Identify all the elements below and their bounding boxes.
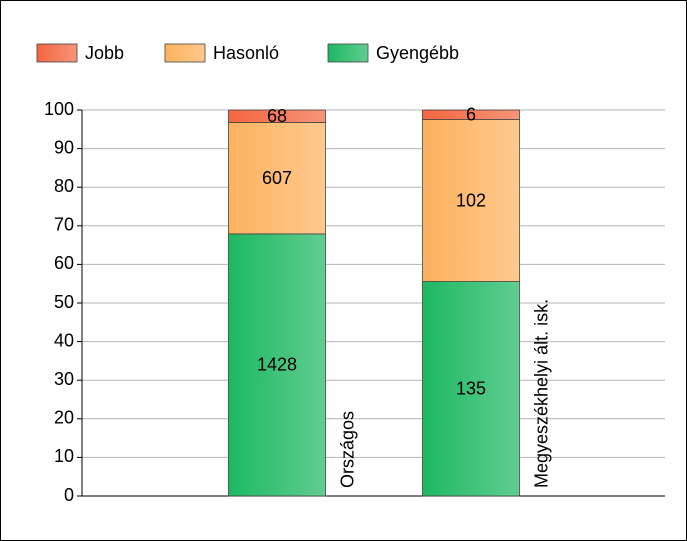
data-label: 6 <box>466 105 476 125</box>
legend-label: Jobb <box>85 43 124 63</box>
y-tick-label: 60 <box>54 253 74 273</box>
y-tick-label: 50 <box>54 292 74 312</box>
bar-segment <box>422 109 520 120</box>
y-tick-label: 10 <box>54 446 74 466</box>
legend-swatch <box>164 43 206 63</box>
y-tick-label: 40 <box>54 330 74 350</box>
y-tick-label: 0 <box>64 485 74 505</box>
category-label: Országos <box>337 411 357 488</box>
legend-label: Hasonló <box>213 43 279 63</box>
legend-swatch <box>327 43 369 63</box>
data-label: 1428 <box>257 355 297 375</box>
y-tick-label: 90 <box>54 137 74 157</box>
legend-swatch <box>36 43 78 63</box>
data-label: 135 <box>456 379 486 399</box>
data-label: 102 <box>456 190 486 210</box>
data-label: 68 <box>267 106 287 126</box>
bar-segment <box>228 233 326 497</box>
data-label: 607 <box>262 168 292 188</box>
bar-segment <box>422 281 520 497</box>
y-tick-label: 20 <box>54 408 74 428</box>
category-label: Megyeszékhelyi ált. isk. <box>531 299 551 488</box>
y-tick-label: 100 <box>44 99 74 119</box>
y-tick-label: 70 <box>54 215 74 235</box>
legend-label: Gyengébb <box>376 43 459 63</box>
bar-segment <box>228 122 326 235</box>
bar-segment <box>228 109 326 123</box>
y-tick-label: 80 <box>54 176 74 196</box>
y-tick-label: 30 <box>54 369 74 389</box>
bar-segment <box>422 119 520 282</box>
